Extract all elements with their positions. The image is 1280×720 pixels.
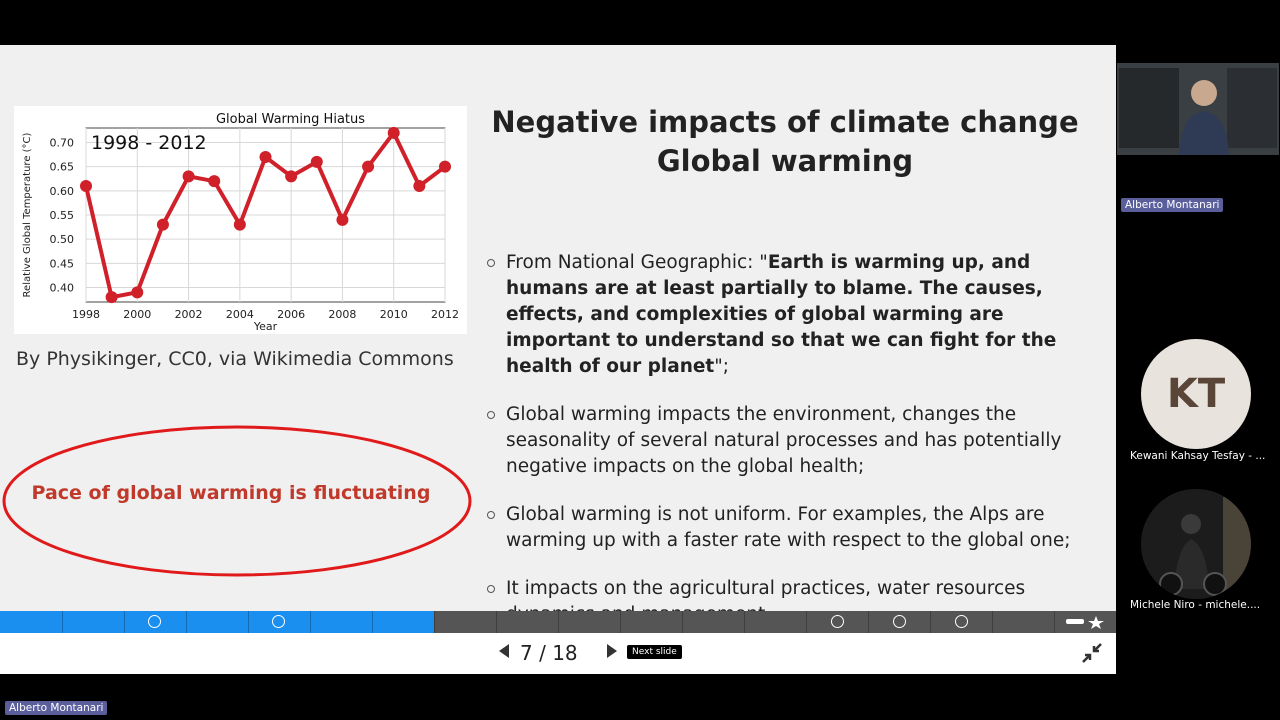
bullet-text: Global warming is not uniform. For examp… xyxy=(506,504,1071,551)
x-tick-label: 2000 xyxy=(123,308,151,321)
bullet-item: Global warming is not uniform. For examp… xyxy=(486,502,1086,554)
data-point xyxy=(285,170,298,183)
highlight-ellipse xyxy=(2,425,472,577)
data-point xyxy=(208,175,221,188)
x-tick-label: 1998 xyxy=(72,308,100,321)
chart-annotation: 1998 - 2012 xyxy=(91,132,207,154)
x-tick-label: 2012 xyxy=(431,308,459,321)
y-tick-label: 0.45 xyxy=(50,257,75,270)
pen-star-icon[interactable] xyxy=(1066,615,1106,629)
y-tick-label: 0.50 xyxy=(50,233,75,246)
title-line-1: Negative impacts of climate change xyxy=(491,105,1079,139)
x-tick-label: 2002 xyxy=(175,308,203,321)
y-tick-label: 0.55 xyxy=(50,209,75,222)
segment-divider xyxy=(620,611,621,633)
segment-divider xyxy=(186,611,187,633)
data-point xyxy=(259,151,272,163)
segment-divider xyxy=(806,611,807,633)
participant-video[interactable] xyxy=(1141,489,1251,599)
participant-name: Michele Niro - michele.... xyxy=(1130,599,1261,611)
x-tick-label: 2004 xyxy=(226,308,254,321)
x-tick-label: 2008 xyxy=(328,308,356,321)
segment-divider xyxy=(744,611,745,633)
segment-divider xyxy=(868,611,869,633)
x-tick-label: 2010 xyxy=(380,308,408,321)
slide-title: Negative impacts of climate change Globa… xyxy=(480,103,1090,181)
data-point xyxy=(336,213,349,226)
data-point xyxy=(156,218,169,231)
bullet-list: From National Geographic: "Earth is warm… xyxy=(486,250,1086,611)
progress-marker[interactable] xyxy=(955,615,968,628)
segment-divider xyxy=(62,611,63,633)
participant-name: Kewani Kahsay Tesfay - ... xyxy=(1130,450,1266,462)
participant-video-image xyxy=(1141,489,1251,599)
total-pages: 18 xyxy=(552,641,578,665)
slide-navigation: 7 / 18 Next slide xyxy=(0,633,1116,674)
progress-marker[interactable] xyxy=(893,615,906,628)
title-line-2: Global warming xyxy=(656,144,914,178)
page-indicator: 7 / 18 xyxy=(520,641,578,665)
y-tick-label: 0.40 xyxy=(50,282,75,295)
next-slide-button[interactable] xyxy=(607,644,617,658)
segment-divider xyxy=(434,611,435,633)
bullet-quote: Earth is warming up, and humans are at l… xyxy=(506,252,1057,377)
bullet-text: Global warming impacts the environment, … xyxy=(506,404,1062,477)
y-tick-label: 0.70 xyxy=(50,137,75,150)
y-tick-label: 0.60 xyxy=(50,185,75,198)
segment-divider xyxy=(372,611,373,633)
bullet-item: Global warming impacts the environment, … xyxy=(486,402,1086,480)
previous-slide-button[interactable] xyxy=(499,644,509,658)
y-tick-label: 0.65 xyxy=(50,161,75,174)
bullet-item: It impacts on the agricultural practices… xyxy=(486,576,1086,611)
segment-divider xyxy=(682,611,683,633)
segment-divider xyxy=(992,611,993,633)
chart-title: Global Warming Hiatus xyxy=(216,112,365,127)
footer-name-label: Alberto Montanari xyxy=(5,701,108,715)
image-credit: By Physikinger, CC0, via Wikimedia Commo… xyxy=(16,348,454,370)
progress-marker[interactable] xyxy=(148,615,161,628)
x-axis-label: Year xyxy=(253,320,278,333)
segment-divider xyxy=(124,611,125,633)
bullet-text: From National Geographic: " xyxy=(506,252,768,273)
data-point xyxy=(80,180,92,192)
data-point xyxy=(182,170,195,183)
current-page: 7 xyxy=(520,641,533,665)
x-tick-label: 2006 xyxy=(277,308,305,321)
collapse-fullscreen-icon[interactable] xyxy=(1081,642,1103,664)
chart: 0.40 0.45 0.50 0.55 0.60 0.65 0.70 1998 2000 2002… xyxy=(14,106,467,334)
presenter-video[interactable] xyxy=(1117,63,1279,155)
bullet-tail: "; xyxy=(714,356,730,377)
progress-marker[interactable] xyxy=(831,615,844,628)
next-slide-tooltip: Next slide xyxy=(627,645,682,659)
bullet-item: From National Geographic: "Earth is warm… xyxy=(486,250,1086,380)
progress-marker[interactable] xyxy=(272,615,285,628)
bullet-text: It impacts on the agricultural practices… xyxy=(506,578,1026,611)
slide-progress-bar[interactable] xyxy=(0,611,1116,633)
data-point xyxy=(387,126,400,139)
chart-svg: 0.40 0.45 0.50 0.55 0.60 0.65 0.70 1998 2000 2002… xyxy=(22,112,459,333)
progress-fill xyxy=(0,611,435,633)
data-point xyxy=(233,218,246,231)
presenter-video-image xyxy=(1117,63,1279,155)
segment-divider xyxy=(310,611,311,633)
slide: 0.40 0.45 0.50 0.55 0.60 0.65 0.70 1998 2000 2002… xyxy=(0,45,1116,611)
segment-divider xyxy=(558,611,559,633)
segment-divider xyxy=(248,611,249,633)
highlight-text: Pace of global warming is fluctuating xyxy=(31,482,431,504)
data-point xyxy=(413,180,426,192)
presenter-name-label: Alberto Montanari xyxy=(1121,198,1224,212)
segment-divider xyxy=(1054,611,1055,633)
data-point xyxy=(131,286,144,299)
y-axis-label: Relative Global Temperature (°C) xyxy=(22,132,33,297)
data-point xyxy=(310,155,323,168)
segment-divider xyxy=(930,611,931,633)
data-point xyxy=(362,160,375,173)
page-separator: / xyxy=(539,641,546,665)
segment-divider xyxy=(496,611,497,633)
data-point xyxy=(105,291,118,304)
data-point xyxy=(439,160,451,173)
participant-avatar[interactable]: KT xyxy=(1141,339,1251,449)
